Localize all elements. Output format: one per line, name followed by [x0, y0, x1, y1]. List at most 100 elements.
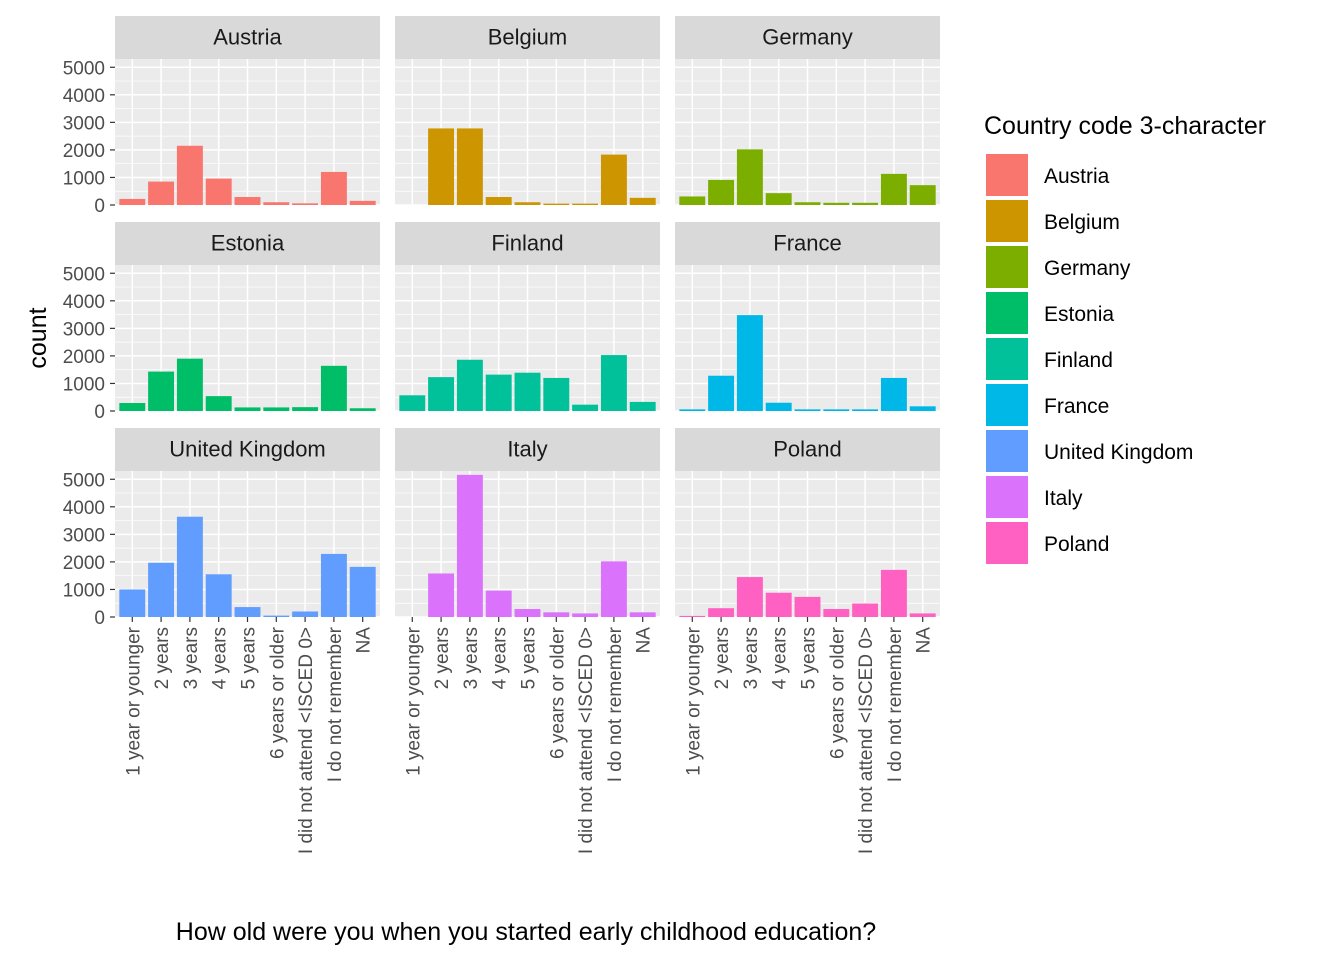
x-tick-label: 3 years — [181, 627, 202, 689]
strip-austria — [115, 16, 380, 59]
bar-united-kingdom-i-do-not-remember — [320, 553, 347, 617]
bar-united-kingdom-1-year-or-younger — [119, 589, 146, 617]
legend-key-france — [986, 384, 1028, 426]
legend-label-belgium: Belgium — [1044, 211, 1120, 234]
y-tick-label: 0 — [94, 402, 105, 423]
strip-label-finland: Finland — [491, 231, 563, 256]
bar-belgium-4-years — [485, 197, 512, 205]
x-tick-label: 5 years — [519, 627, 540, 689]
bar-austria-i-do-not-remember — [320, 171, 347, 205]
bar-italy-4-years — [485, 590, 512, 617]
bar-finland-2-years — [428, 377, 455, 411]
x-tick-label: 6 years or older — [547, 626, 568, 759]
y-tick-label: 0 — [94, 608, 105, 629]
bar-poland-3-years — [736, 577, 763, 617]
bar-austria-i-did-not-attend-isced-0 — [292, 203, 319, 205]
bar-estonia-4-years — [205, 396, 232, 411]
bar-finland-1-year-or-younger — [399, 395, 426, 411]
bar-austria-na — [349, 200, 376, 205]
bar-italy-5-years — [514, 609, 541, 617]
bar-poland-5-years — [794, 596, 821, 617]
strip-france — [675, 222, 940, 265]
x-tick-label: 4 years — [490, 627, 511, 689]
bar-germany-2-years — [708, 179, 735, 205]
x-tick-label: NA — [354, 627, 375, 654]
strip-label-france: France — [773, 231, 841, 256]
strip-estonia — [115, 222, 380, 265]
y-tick-label: 4000 — [63, 86, 105, 107]
bar-france-na — [909, 406, 936, 411]
bar-estonia-i-do-not-remember — [320, 365, 347, 411]
bar-finland-na — [629, 401, 656, 411]
x-tick-label: 1 year or younger — [403, 626, 424, 776]
bar-finland-5-years — [514, 372, 541, 411]
strip-label-austria: Austria — [213, 25, 282, 50]
bar-germany-i-did-not-attend-isced-0 — [852, 202, 879, 205]
legend-label-france: France — [1044, 395, 1109, 418]
x-tick-label: 1 year or younger — [683, 626, 704, 776]
bar-italy-i-do-not-remember — [600, 561, 627, 617]
strip-belgium — [395, 16, 660, 59]
bar-belgium-2-years — [428, 128, 455, 205]
x-tick-label: 2 years — [712, 627, 733, 689]
legend-key-germany — [986, 246, 1028, 288]
bar-germany-1-year-or-younger — [679, 196, 706, 205]
bar-estonia-na — [349, 408, 376, 411]
bar-austria-2-years — [148, 181, 175, 205]
bar-finland-6-years-or-older — [543, 377, 570, 411]
bar-italy-6-years-or-older — [543, 612, 570, 617]
bar-france-2-years — [708, 375, 735, 411]
legend-label-austria: Austria — [1044, 165, 1110, 188]
bar-estonia-1-year-or-younger — [119, 403, 146, 411]
y-tick-label: 5000 — [63, 470, 105, 491]
legend-label-italy: Italy — [1044, 487, 1083, 510]
x-tick-label: 3 years — [741, 627, 762, 689]
strip-label-germany: Germany — [762, 25, 852, 50]
legend-title: Country code 3-character — [984, 112, 1266, 140]
bar-poland-na — [909, 613, 936, 617]
strip-label-united-kingdom: United Kingdom — [169, 437, 326, 462]
bar-poland-4-years — [765, 592, 792, 617]
x-tick-label: NA — [634, 627, 655, 654]
x-tick-label: 6 years or older — [827, 626, 848, 759]
legend-label-germany: Germany — [1044, 257, 1131, 280]
bar-france-4-years — [765, 402, 792, 411]
bar-united-kingdom-6-years-or-older — [263, 615, 290, 617]
bar-germany-6-years-or-older — [823, 202, 850, 205]
x-tick-label: 6 years or older — [267, 626, 288, 759]
bar-belgium-5-years — [514, 202, 541, 205]
bar-poland-1-year-or-younger — [679, 615, 706, 617]
bar-germany-4-years — [765, 193, 792, 205]
bar-poland-i-do-not-remember — [880, 569, 907, 617]
bar-italy-na — [629, 612, 656, 617]
bar-united-kingdom-5-years — [234, 607, 261, 617]
bar-germany-na — [909, 185, 936, 205]
bar-united-kingdom-na — [349, 566, 376, 617]
bar-poland-i-did-not-attend-isced-0 — [852, 603, 879, 617]
bar-france-3-years — [736, 315, 763, 411]
strip-label-estonia: Estonia — [211, 231, 285, 256]
y-tick-label: 1000 — [63, 168, 105, 189]
y-tick-label: 5000 — [63, 58, 105, 79]
y-tick-label: 3000 — [63, 113, 105, 134]
legend-key-estonia — [986, 292, 1028, 334]
bar-estonia-3-years — [176, 358, 203, 411]
x-tick-label: I do not remember — [605, 626, 626, 782]
bar-france-5-years — [794, 409, 821, 411]
bar-france-1-year-or-younger — [679, 409, 706, 411]
bar-austria-5-years — [234, 197, 261, 205]
bar-austria-3-years — [176, 145, 203, 205]
bar-united-kingdom-3-years — [176, 516, 203, 617]
bar-finland-i-do-not-remember — [600, 355, 627, 411]
x-tick-label: I did not attend <ISCED 0> — [296, 627, 317, 854]
bar-belgium-6-years-or-older — [543, 203, 570, 205]
x-tick-label: 4 years — [210, 627, 231, 689]
bar-austria-1-year-or-younger — [119, 198, 146, 205]
y-tick-label: 2000 — [63, 553, 105, 574]
y-tick-label: 1000 — [63, 580, 105, 601]
x-tick-label: I did not attend <ISCED 0> — [576, 627, 597, 854]
legend-label-finland: Finland — [1044, 349, 1113, 372]
bar-united-kingdom-i-did-not-attend-isced-0 — [292, 611, 319, 617]
x-tick-label: 2 years — [432, 627, 453, 689]
